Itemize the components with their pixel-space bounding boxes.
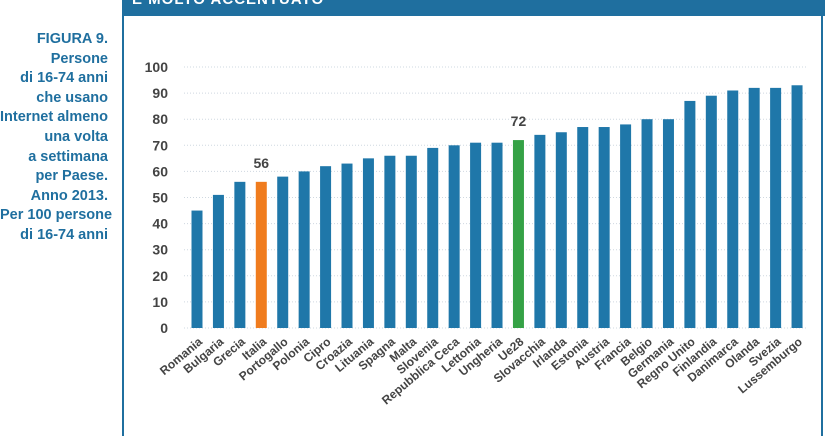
- title-banner: E MOLTO ACCENTUATO: [122, 0, 825, 16]
- bar: [705, 95, 717, 329]
- data-label: 56: [254, 155, 270, 171]
- y-tick-label: 50: [152, 190, 168, 206]
- y-tick-label: 20: [152, 268, 168, 284]
- bar: [448, 145, 460, 328]
- caption-line: di 16-74 anni: [20, 70, 108, 87]
- bar: [427, 147, 439, 328]
- bar: [277, 176, 289, 328]
- bar: [234, 181, 246, 328]
- data-label: 72: [511, 113, 527, 129]
- bar: [191, 210, 203, 328]
- bar: [320, 166, 332, 328]
- y-tick-label: 10: [152, 294, 168, 310]
- bar: [641, 119, 653, 328]
- figure-caption: FIGURA 9. Persone di 16-74 anni che usan…: [0, 30, 113, 246]
- bar: [470, 142, 482, 328]
- y-tick-label: 100: [145, 59, 169, 75]
- bar: [255, 181, 267, 328]
- caption-line: per Paese.: [35, 168, 108, 185]
- bar: [684, 100, 696, 329]
- y-axis: 0 10 20 30 40 50 60 70 80 90 100: [145, 59, 169, 336]
- bar: [298, 171, 310, 328]
- y-tick-label: 30: [152, 242, 168, 258]
- y-tick-label: 60: [152, 163, 168, 179]
- bar: [662, 119, 674, 328]
- bar: [405, 155, 417, 328]
- caption-line: una volta: [44, 128, 108, 145]
- caption-line: a settimana: [28, 148, 108, 165]
- bar: [727, 90, 739, 329]
- data-labels: 56 72: [254, 113, 527, 171]
- banner-title: E MOLTO ACCENTUATO: [132, 0, 324, 8]
- bar: [748, 87, 760, 328]
- caption-line: Per 100 persone: [0, 207, 113, 224]
- bars: [191, 85, 803, 329]
- bar: [362, 158, 374, 328]
- y-tick-label: 0: [160, 320, 168, 336]
- bar: [791, 85, 803, 329]
- y-tick-label: 70: [152, 137, 168, 153]
- caption-line: Anno 2013.: [30, 187, 108, 204]
- y-tick-label: 80: [152, 111, 168, 127]
- figure-frame: [122, 16, 823, 436]
- caption-line: che usano: [36, 89, 108, 106]
- y-tick-label: 90: [152, 85, 168, 101]
- caption-line: Persone: [50, 50, 108, 67]
- bar: [555, 132, 567, 328]
- bar: [577, 127, 589, 328]
- bar: [620, 124, 632, 328]
- bar: [770, 87, 782, 328]
- category-labels: RomaniaBulgariaGreciaItaliaPortogalloPol…: [157, 334, 805, 407]
- bar: [491, 142, 503, 328]
- figure-number: FIGURA 9.: [36, 31, 108, 47]
- bar: [512, 140, 524, 328]
- bar: [384, 155, 396, 328]
- caption-line: Internet almeno: [0, 109, 108, 126]
- bar: [598, 127, 610, 328]
- bar: [212, 194, 224, 328]
- bar: [534, 134, 546, 328]
- caption-line: di 16-74 anni: [20, 226, 108, 243]
- bar: [341, 163, 353, 328]
- y-tick-label: 40: [152, 216, 168, 232]
